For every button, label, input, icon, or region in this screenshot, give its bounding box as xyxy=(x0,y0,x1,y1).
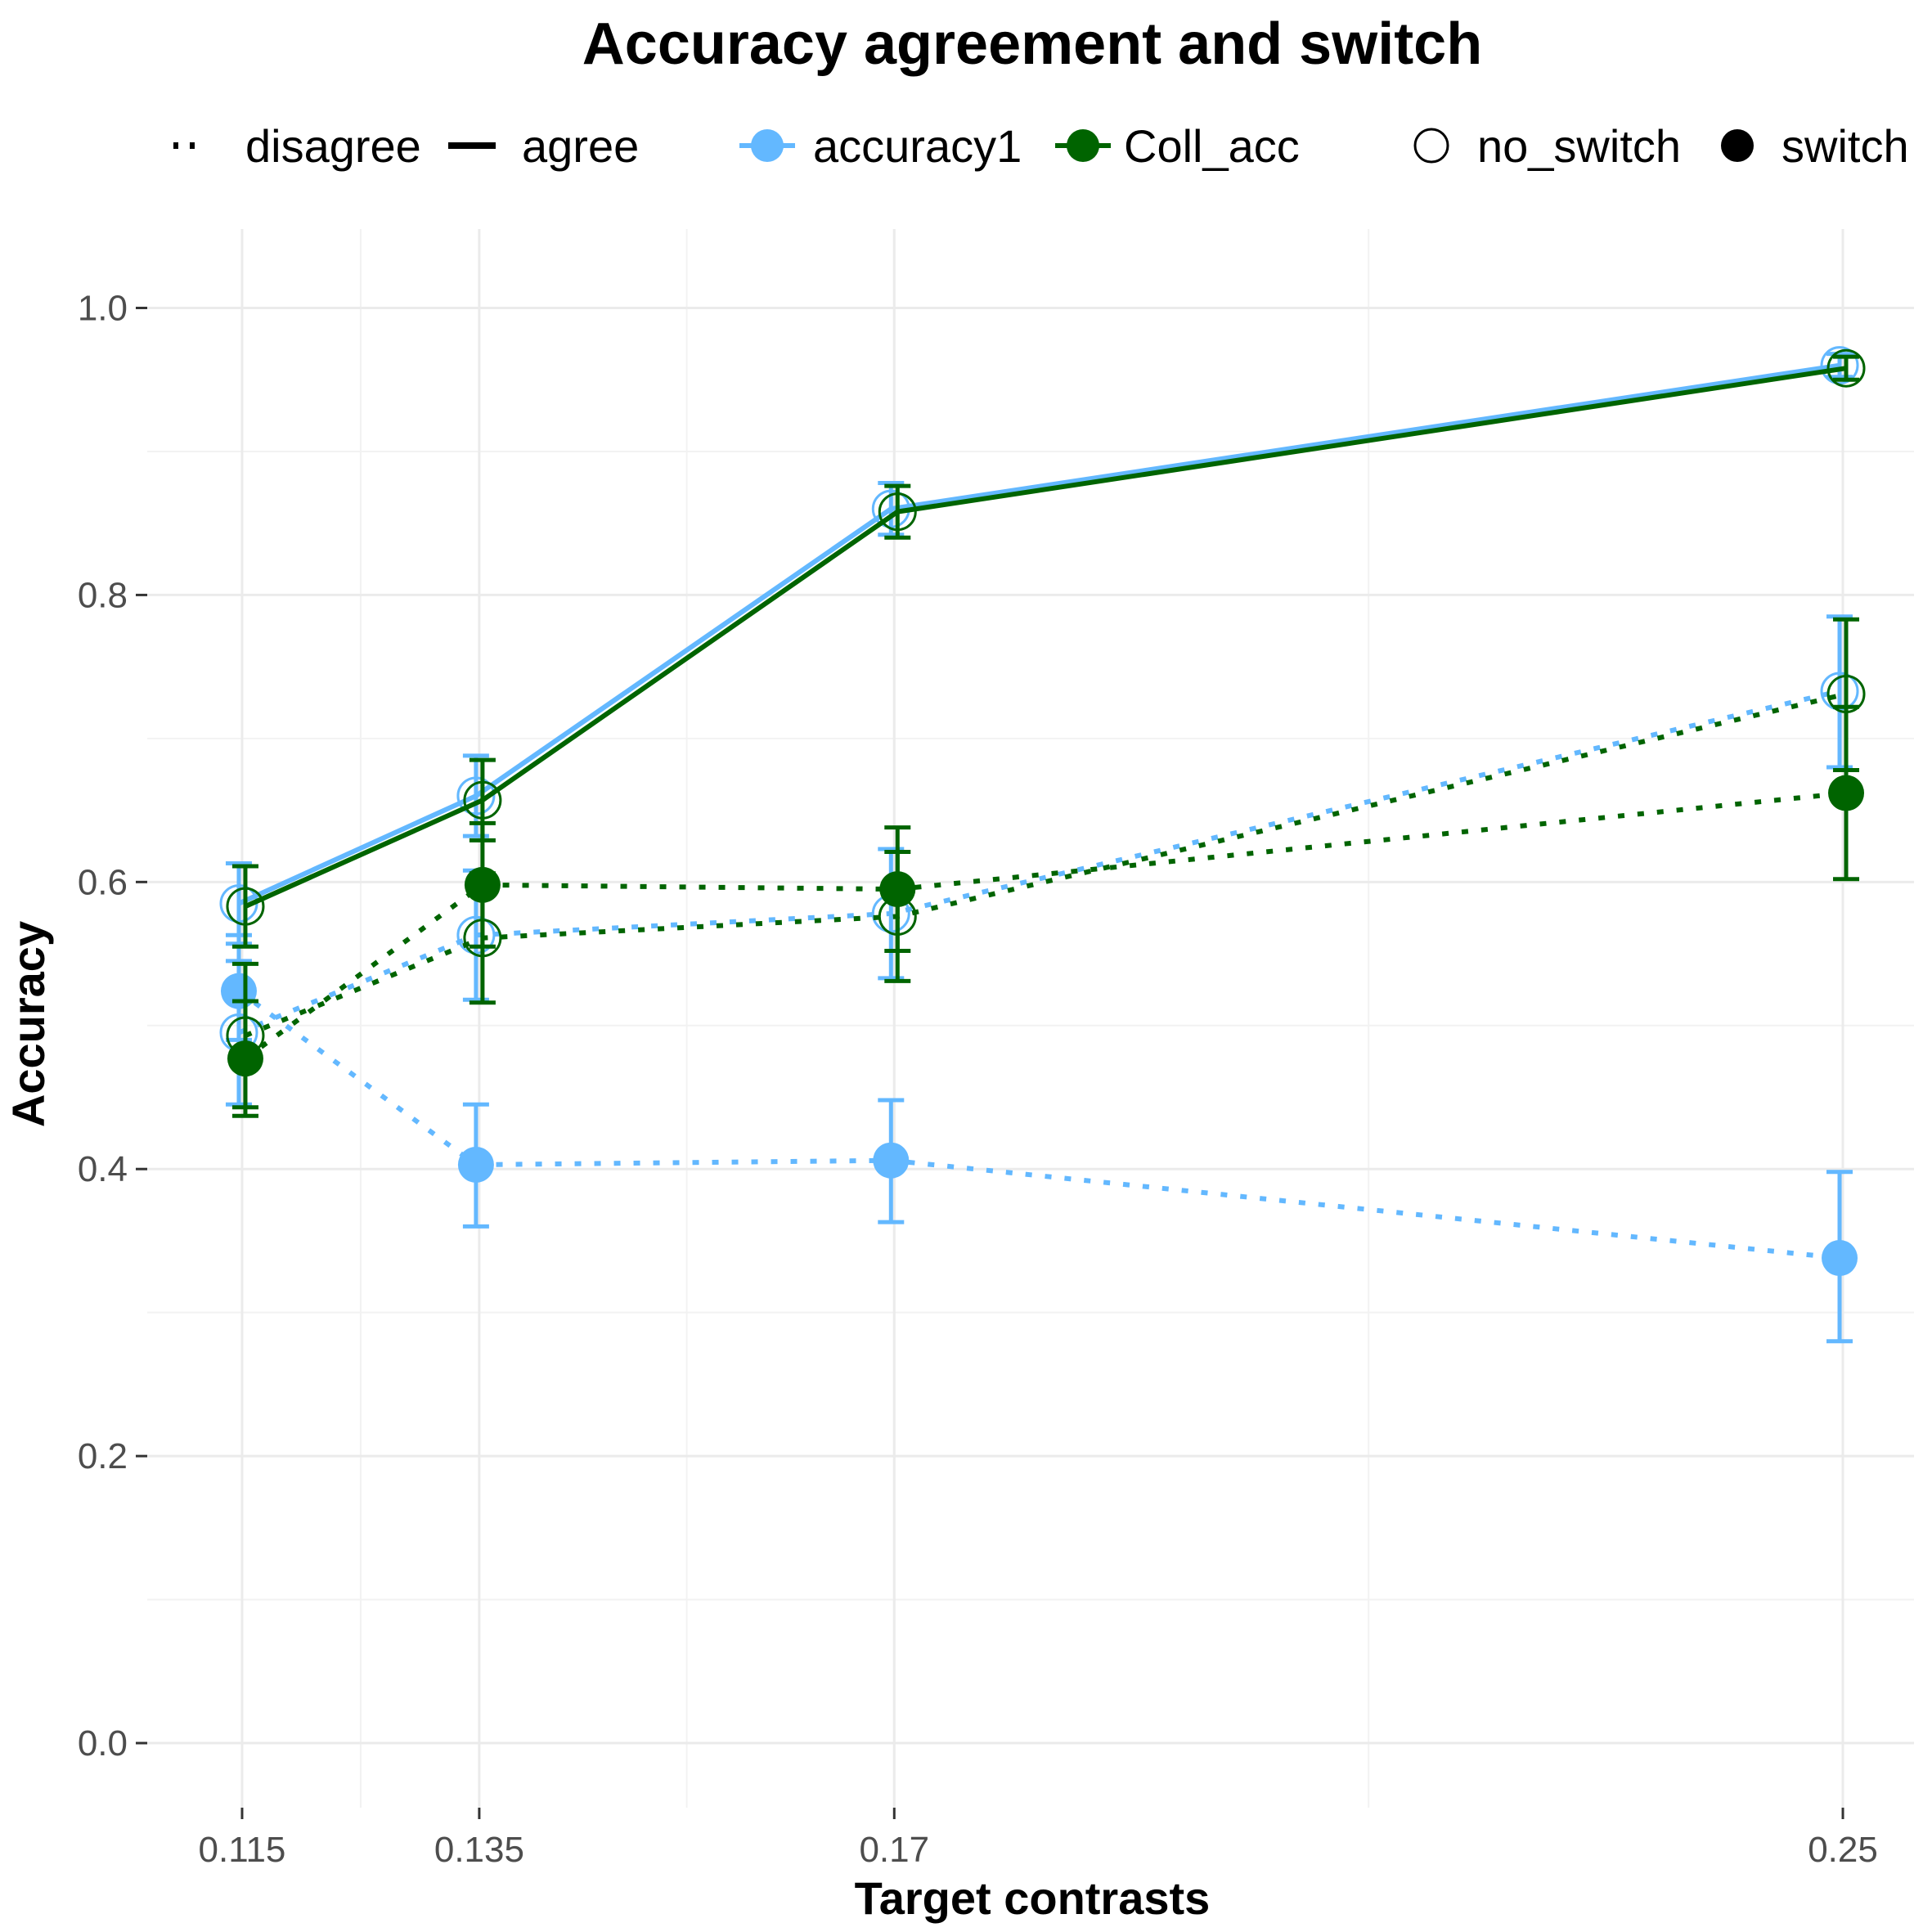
data-point-no-switch xyxy=(226,887,265,926)
series-accuracy1-disagree-switch xyxy=(220,932,1858,1344)
x-tick-label: 0.25 xyxy=(1808,1830,1878,1870)
y-tick-label: 0.2 xyxy=(78,1436,128,1476)
series-Coll_acc-disagree-switch xyxy=(227,704,1865,1118)
data-point-switch xyxy=(227,1040,263,1077)
legend-key-switch xyxy=(1721,129,1754,162)
legend-label-accuracy1: accuracy1 xyxy=(813,120,1022,172)
y-tick-label: 0.0 xyxy=(78,1723,128,1764)
chart-title: Accuracy agreement and switch xyxy=(582,11,1482,77)
x-tick-label: 0.135 xyxy=(434,1830,524,1870)
legend: disagree agree accuracy1 Coll_acc no_swi… xyxy=(173,120,1909,172)
legend-label-switch: switch xyxy=(1781,120,1909,172)
series-line xyxy=(244,790,1847,1061)
data-point-no-switch xyxy=(1826,348,1866,388)
legend-label-disagree: disagree xyxy=(245,120,421,172)
data-point-no-switch xyxy=(1820,672,1859,711)
y-tick-label: 0.4 xyxy=(78,1149,128,1189)
data-point-switch xyxy=(464,866,501,903)
y-tick-label: 1.0 xyxy=(78,289,128,329)
data-point-switch xyxy=(879,871,916,908)
y-tick-label: 0.8 xyxy=(78,575,128,615)
series-line xyxy=(244,691,1847,1038)
legend-key-coll-acc xyxy=(1067,129,1099,162)
legend-label-coll-acc: Coll_acc xyxy=(1124,120,1300,172)
grid xyxy=(147,229,1914,1808)
series-accuracy1-disagree-no_switch xyxy=(219,614,1859,1107)
legend-label-agree: agree xyxy=(522,120,639,172)
data-point-no-switch xyxy=(463,780,502,820)
x-axis-title: Target contrasts xyxy=(855,1872,1211,1924)
data-point-switch xyxy=(1822,1240,1858,1277)
data-point-switch xyxy=(1828,775,1865,811)
series-layer xyxy=(219,346,1866,1344)
y-tick-label: 0.6 xyxy=(78,862,128,902)
legend-key-accuracy1 xyxy=(751,129,784,162)
series-accuracy1-agree-no_switch xyxy=(219,346,1859,946)
data-point-no-switch xyxy=(1820,346,1859,385)
series-line xyxy=(244,366,1847,909)
x-tick-label: 0.17 xyxy=(859,1830,929,1870)
series-Coll_acc-disagree-no_switch xyxy=(226,617,1866,1110)
data-point-switch xyxy=(220,973,257,1009)
series-line xyxy=(237,362,1840,906)
data-point-switch xyxy=(873,1142,910,1179)
y-axis-title: Accuracy xyxy=(2,921,54,1127)
series-Coll_acc-agree-no_switch xyxy=(226,348,1866,949)
legend-key-no-switch xyxy=(1413,128,1449,164)
data-point-no-switch xyxy=(878,492,917,532)
axes: 0.0 0.2 0.4 0.6 0.8 1.0 0.115 0.135 0.17 0.25 xyxy=(78,289,1878,1871)
x-tick-label: 0.115 xyxy=(199,1830,286,1870)
data-point-switch xyxy=(457,1146,494,1183)
series-line xyxy=(237,689,1840,1036)
data-point-no-switch xyxy=(456,776,496,815)
data-point-no-switch xyxy=(456,915,496,955)
legend-label-no-switch: no_switch xyxy=(1477,120,1681,172)
